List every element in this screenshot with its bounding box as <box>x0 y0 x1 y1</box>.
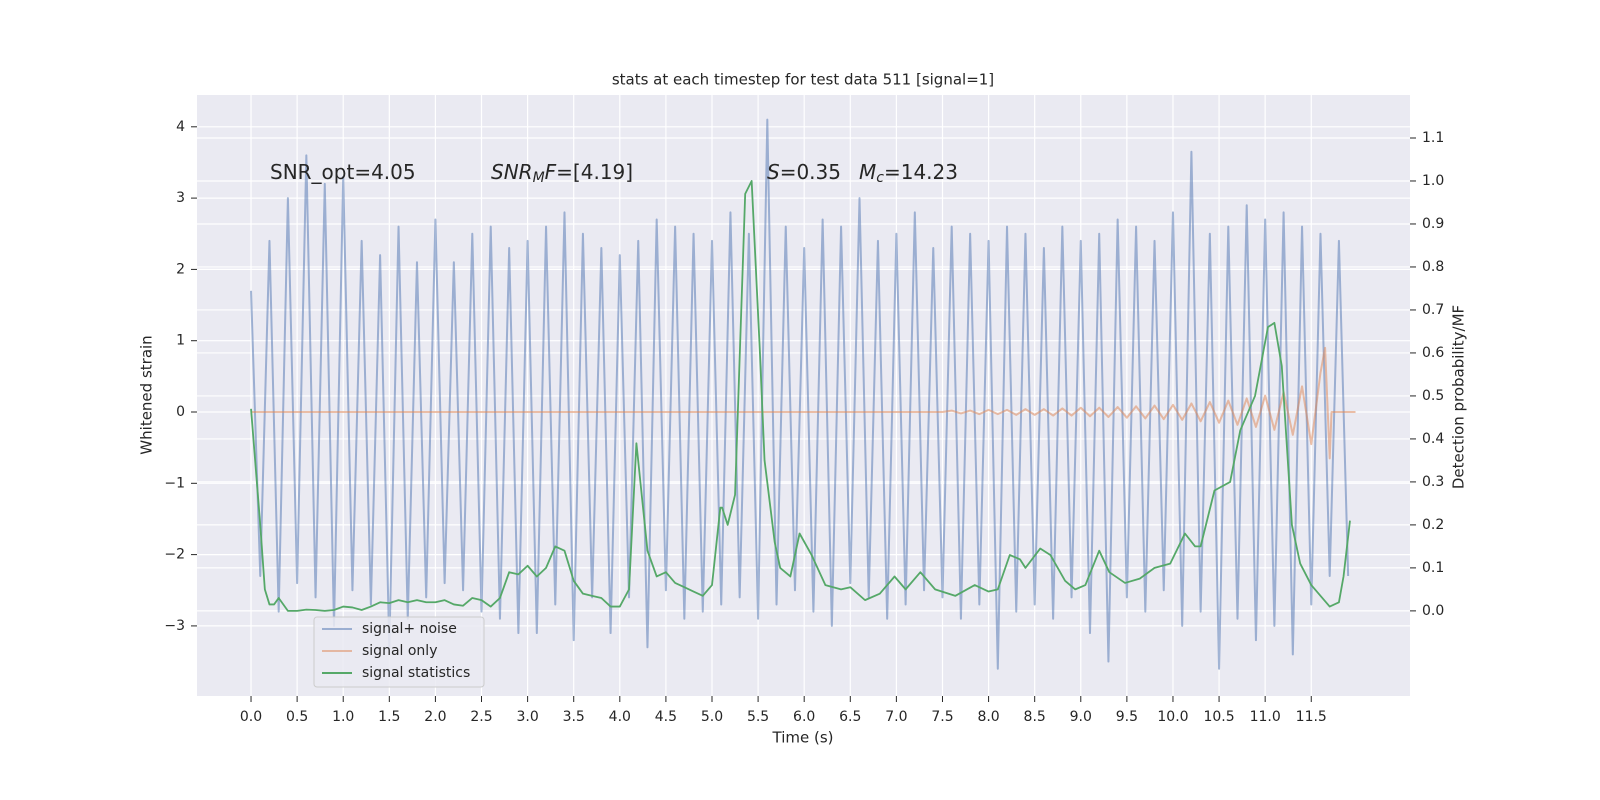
x-tick-label: 8.5 <box>1024 709 1046 725</box>
x-tick-label: 10.0 <box>1157 709 1188 725</box>
annotation-part: M <box>533 170 545 186</box>
y2-tick-label: 0.1 <box>1422 560 1444 576</box>
annotation-part: F <box>545 160 557 184</box>
y2-tick-label: 0.4 <box>1422 431 1444 447</box>
legend-label: signal statistics <box>362 665 470 681</box>
annotation-part: M <box>859 160 876 184</box>
y-tick-label: 0 <box>176 404 185 420</box>
x-tick-label: 6.0 <box>793 709 815 725</box>
series-line <box>251 346 1356 460</box>
legend-box <box>313 616 485 688</box>
x-tick-label: 0.5 <box>286 709 308 725</box>
y2-tick-label: 0.3 <box>1422 474 1444 490</box>
x-tick-label: 3.5 <box>563 709 585 725</box>
x-tick-label: 0.0 <box>240 709 262 725</box>
series-line <box>250 118 1350 670</box>
x-tick-label: 7.5 <box>931 709 953 725</box>
chart-title: stats at each timestep for test data 511… <box>612 71 994 89</box>
x-tick-label: 6.5 <box>839 709 861 725</box>
y2-tick-label: 0.7 <box>1422 302 1444 318</box>
annotation: SNRMF=[4.19] <box>491 160 633 187</box>
y2-tick-label: 0.5 <box>1422 388 1444 404</box>
x-tick-label: 9.5 <box>1116 709 1138 725</box>
annotation-part: S <box>767 160 780 184</box>
y-tick-label: 3 <box>176 190 185 206</box>
y2-tick-label: 1.0 <box>1422 173 1444 189</box>
y-tick-label: 4 <box>176 119 185 135</box>
x-tick-label: 7.0 <box>885 709 907 725</box>
y2-tick-label: 0.9 <box>1422 216 1444 232</box>
annotation-part: c <box>876 170 884 186</box>
x-tick-label: 11.5 <box>1296 709 1327 725</box>
axes: 0.0 0.5 1.0 1.5 2.0 2.5 3.0 3.5 4.0 4.5 5.0 5.5 6.0 6… <box>164 119 1444 725</box>
annotation: Mc=14.23 <box>859 160 958 187</box>
y-tick-label: 2 <box>176 261 185 277</box>
y-axis-label: Whitened strain <box>138 335 156 454</box>
x-tick-label: 4.0 <box>609 709 631 725</box>
x-tick-label: 8.0 <box>977 709 999 725</box>
x-tick-label: 9.0 <box>1070 709 1092 725</box>
x-tick-label: 3.0 <box>516 709 538 725</box>
x-tick-label: 5.0 <box>701 709 723 725</box>
y2-axis-label: Detection probability/MF <box>1450 305 1468 489</box>
annotation-part: =0.35 <box>780 160 841 184</box>
legend-label: signal+ noise <box>362 621 457 637</box>
y2-tick-label: 0.0 <box>1422 603 1444 619</box>
annotation-part: =14.23 <box>884 160 958 184</box>
x-tick-label: 10.5 <box>1203 709 1234 725</box>
lines <box>250 118 1356 670</box>
y-tick-label: −2 <box>164 547 185 563</box>
x-tick-label: 2.0 <box>424 709 446 725</box>
series-line <box>250 180 1351 612</box>
y2-tick-label: 1.1 <box>1422 130 1444 146</box>
y2-tick-label: 0.2 <box>1422 517 1444 533</box>
y2-tick-label: 0.6 <box>1422 345 1444 361</box>
annotation-part: SNR_opt=4.05 <box>270 160 416 184</box>
x-tick-label: 1.5 <box>378 709 400 725</box>
y-tick-label: −1 <box>164 475 185 491</box>
annotation: SNR_opt=4.05 <box>270 160 416 184</box>
legend-label: signal only <box>362 643 437 659</box>
x-tick-label: 1.0 <box>332 709 354 725</box>
x-tick-label: 2.5 <box>470 709 492 725</box>
y-tick-label: 1 <box>176 333 185 349</box>
y2-tick-label: 0.8 <box>1422 259 1444 275</box>
y-tick-label: −3 <box>164 618 185 634</box>
x-tick-label: 4.5 <box>655 709 677 725</box>
x-axis-label: Time (s) <box>772 729 834 747</box>
x-tick-label: 11.0 <box>1250 709 1281 725</box>
x-tick-label: 5.5 <box>747 709 769 725</box>
annotation-part: SNR <box>491 160 533 184</box>
annotation: S=0.35 <box>767 160 841 184</box>
annotation-part: =[4.19] <box>556 160 633 184</box>
